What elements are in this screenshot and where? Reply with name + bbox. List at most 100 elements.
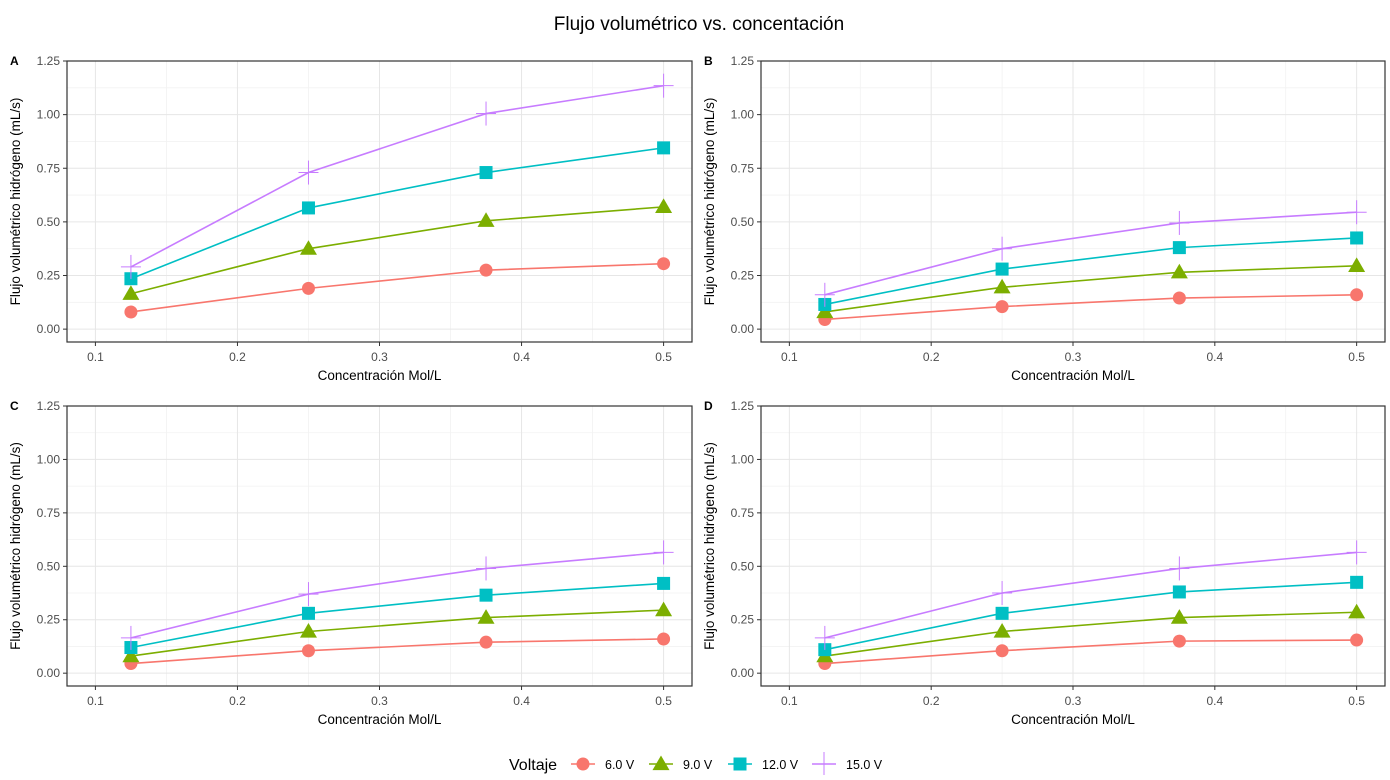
y-tick-label: 0.50: [37, 215, 61, 229]
y-tick-label: 1.25: [37, 54, 61, 68]
data-point: [1172, 634, 1186, 648]
data-point: [298, 160, 319, 185]
legend-title: Voltaje: [509, 757, 557, 774]
x-tick-label: 0.1: [87, 350, 104, 364]
series-6-0-v: [818, 288, 1364, 326]
series-9-0-v: [816, 603, 1366, 663]
x-tick-label: 0.4: [513, 350, 530, 364]
y-tick-label: 1.25: [731, 54, 755, 68]
panel-label: B: [704, 54, 713, 68]
series-line: [130, 638, 664, 665]
data-point: [479, 263, 493, 277]
series-line: [824, 581, 1357, 651]
data-point: [124, 305, 138, 319]
y-tick-label: 0.50: [731, 559, 755, 573]
series-6-0-v: [124, 257, 671, 319]
series-6-0-v: [124, 632, 671, 671]
y-tick-label: 0.25: [731, 613, 755, 627]
x-tick-label: 0.3: [1065, 694, 1082, 708]
legend-entry: 15.0 V: [812, 752, 883, 776]
panel-border: [66, 405, 693, 687]
y-axis-label: Flujo volumétrico hidrógeno (mL/s): [702, 98, 717, 306]
y-tick-label: 0.00: [731, 322, 755, 336]
series-line: [130, 582, 664, 649]
x-axis-label: Concentración Mol/L: [1011, 368, 1135, 383]
series-line: [130, 206, 664, 295]
y-tick-label: 1.00: [37, 452, 61, 466]
panel-border: [66, 60, 693, 343]
data-point: [1172, 291, 1186, 305]
data-point: [301, 201, 315, 215]
series-line: [824, 237, 1357, 306]
series-line: [130, 262, 664, 313]
data-point: [120, 625, 141, 650]
y-axis-label: Flujo volumétrico hidrógeno (mL/s): [702, 442, 717, 650]
series-15-0-v: [814, 200, 1367, 307]
panel-label: D: [704, 399, 713, 413]
data-point: [1350, 633, 1364, 647]
series-line: [130, 147, 664, 280]
data-point: [1350, 231, 1364, 245]
data-point: [657, 632, 671, 646]
data-point: [1172, 585, 1186, 599]
data-point: [1350, 575, 1364, 589]
panel-d: 0.1 0.2 0.3 0.4 0.5 0.00 0.25 0.50 0.75 1.00 1.25 D…: [702, 399, 1386, 727]
data-point: [993, 278, 1011, 294]
series-12-0-v: [124, 141, 671, 286]
data-point: [301, 606, 315, 620]
data-point: [120, 254, 141, 279]
y-tick-label: 1.00: [731, 108, 755, 122]
data-point: [298, 582, 319, 607]
y-tick-label: 0.00: [37, 322, 61, 336]
data-point: [995, 606, 1009, 620]
legend-entry: 12.0 V: [728, 757, 799, 772]
y-tick-label: 0.25: [37, 269, 61, 283]
panel-border: [760, 405, 1386, 687]
y-tick-label: 0.75: [37, 506, 61, 520]
data-point: [1172, 241, 1186, 255]
series-15-0-v: [120, 540, 674, 650]
data-point: [1346, 540, 1367, 565]
panel-label: A: [10, 54, 19, 68]
x-tick-label: 0.3: [371, 694, 388, 708]
data-point: [1169, 556, 1190, 581]
y-tick-label: 0.25: [731, 269, 755, 283]
y-tick-label: 1.25: [731, 399, 755, 413]
x-tick-label: 0.5: [1348, 350, 1365, 364]
data-point: [122, 285, 140, 300]
data-point: [476, 101, 497, 126]
legend-key-marker: [814, 752, 834, 776]
panel-b: 0.1 0.2 0.3 0.4 0.5 0.00 0.25 0.50 0.75 1.00 1.25 B…: [702, 54, 1386, 383]
series-line: [824, 551, 1357, 639]
x-tick-label: 0.5: [1348, 694, 1365, 708]
series-9-0-v: [122, 198, 673, 300]
y-tick-label: 0.50: [731, 215, 755, 229]
data-point: [657, 576, 671, 590]
series-line: [824, 265, 1357, 313]
data-point: [1348, 603, 1366, 619]
legend-key-marker: [652, 755, 670, 771]
data-point: [1348, 257, 1366, 272]
series-line: [130, 551, 664, 639]
data-point: [476, 556, 497, 581]
data-point: [477, 212, 495, 227]
x-tick-label: 0.5: [655, 350, 672, 364]
series-line: [824, 211, 1357, 296]
x-tick-label: 0.5: [655, 694, 672, 708]
x-axis-label: Concentración Mol/L: [1011, 712, 1135, 727]
legend-key-marker: [733, 757, 747, 771]
series-line: [130, 609, 664, 657]
y-tick-label: 1.00: [731, 452, 755, 466]
data-point: [655, 198, 673, 213]
data-point: [657, 141, 671, 155]
data-point: [1169, 210, 1190, 235]
y-tick-label: 1.00: [37, 108, 61, 122]
y-tick-label: 0.25: [37, 613, 61, 627]
x-tick-label: 0.4: [513, 694, 530, 708]
x-axis-label: Concentración Mol/L: [318, 712, 442, 727]
data-point: [299, 622, 317, 638]
series-9-0-v: [816, 257, 1366, 319]
data-point: [1170, 609, 1188, 624]
y-tick-label: 0.75: [731, 506, 755, 520]
